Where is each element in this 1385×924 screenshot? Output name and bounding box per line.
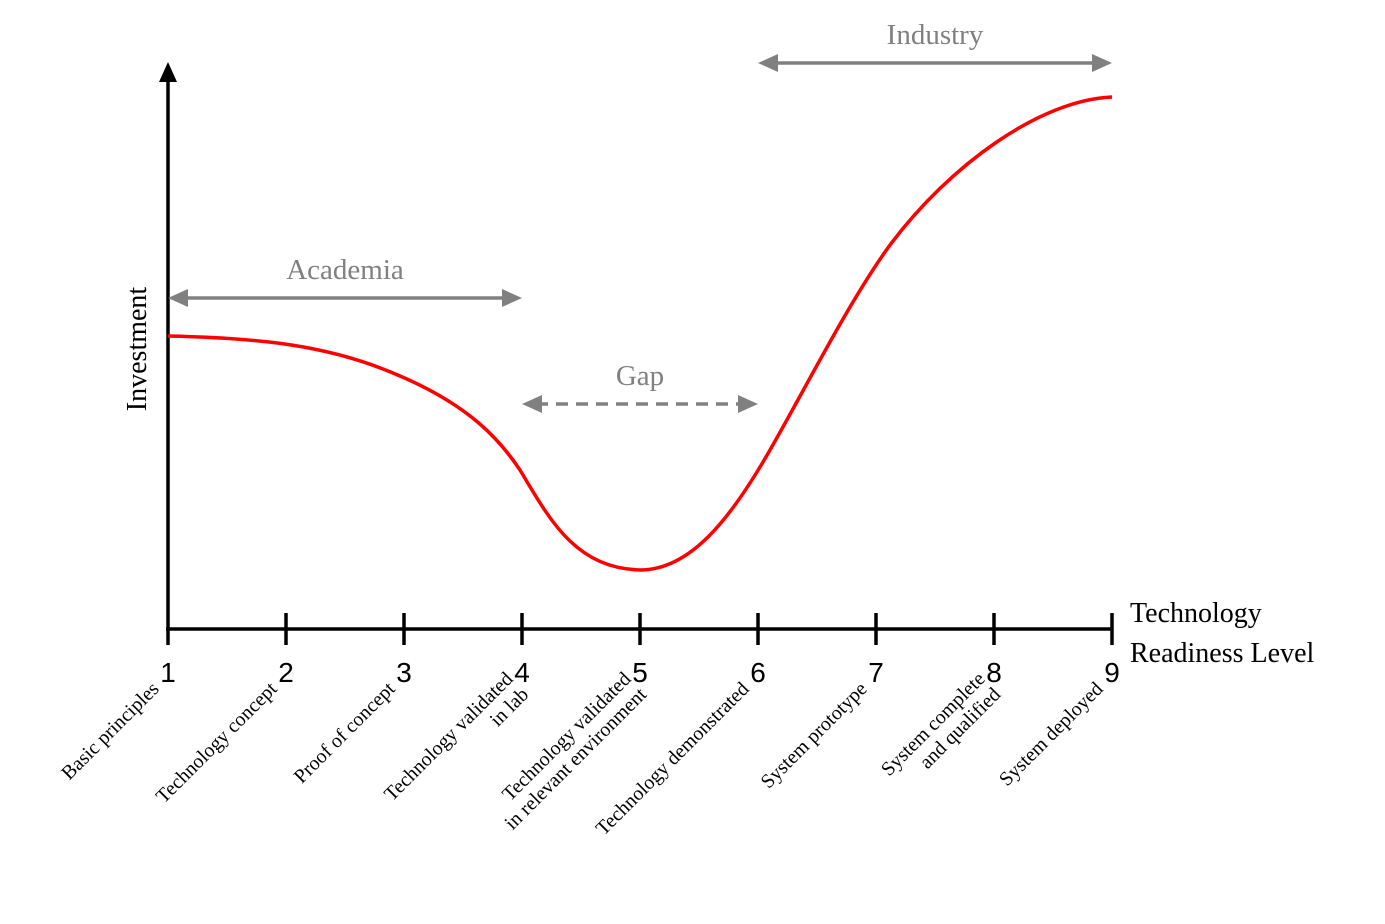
arrow-left-icon xyxy=(758,54,778,72)
x-tick-label: 6 xyxy=(750,657,766,688)
x-axis-label-line: Technology xyxy=(1130,598,1262,629)
x-tick-label: 7 xyxy=(868,657,884,688)
x-axis-label: Technology Readiness Level xyxy=(1130,598,1314,669)
range-academia: Academia xyxy=(168,254,522,307)
level-description-line: Technology concept xyxy=(152,678,282,808)
level-description: System prototype xyxy=(757,678,872,793)
level-description: Technology concept xyxy=(152,678,282,808)
arrow-right-icon xyxy=(1092,54,1112,72)
level-description-line: System deployed xyxy=(995,678,1108,791)
range-label: Gap xyxy=(616,360,664,392)
arrow-left-icon xyxy=(168,289,188,307)
level-description: System completeand qualified xyxy=(877,668,1005,796)
level-description: System deployed xyxy=(995,678,1108,791)
level-description-line: Technology validated xyxy=(380,668,517,805)
level-description: Proof of concept xyxy=(290,678,400,788)
x-tick-label: 3 xyxy=(396,657,412,688)
y-axis-label: Investment xyxy=(122,287,153,412)
x-tick-label: 1 xyxy=(160,657,176,688)
x-tick-label: 5 xyxy=(632,657,648,688)
x-tick-label: 4 xyxy=(514,657,530,688)
range-industry: Industry xyxy=(758,19,1112,72)
investment-curve xyxy=(167,95,1113,572)
level-description-line: Basic principles xyxy=(57,678,163,784)
x-axis-label-line: Readiness Level xyxy=(1130,638,1314,669)
x-tick-label: 2 xyxy=(278,657,294,688)
x-tick-label: 8 xyxy=(986,657,1002,688)
arrow-right-icon xyxy=(502,289,522,307)
x-tick-label: 9 xyxy=(1104,657,1120,688)
y-axis-arrow-icon xyxy=(159,62,177,82)
level-description-line: System prototype xyxy=(757,678,872,793)
range-gap: Gap xyxy=(522,360,758,413)
arrow-left-icon xyxy=(522,395,542,413)
level-description: Basic principles xyxy=(57,678,163,784)
level-description-line: Proof of concept xyxy=(290,678,400,788)
range-label: Industry xyxy=(887,19,984,51)
range-label: Academia xyxy=(286,254,404,286)
arrow-right-icon xyxy=(738,395,758,413)
